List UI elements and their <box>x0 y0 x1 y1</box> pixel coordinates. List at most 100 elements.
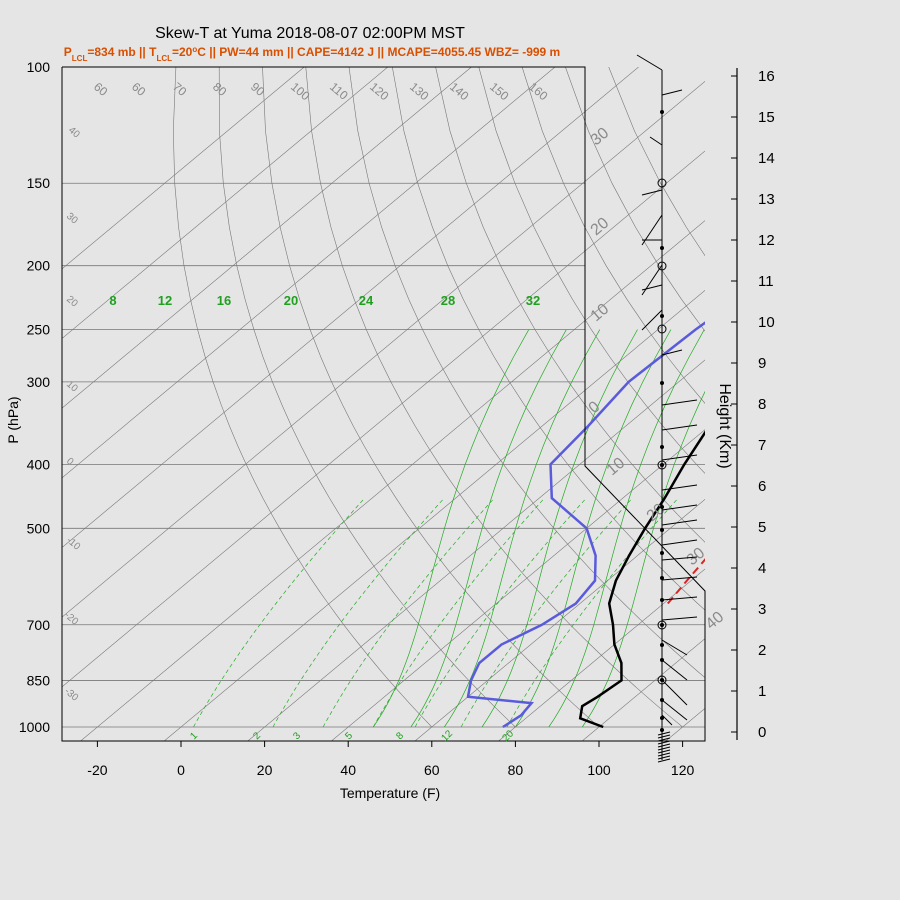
wind-barb <box>661 399 698 406</box>
surface-barb <box>657 752 671 757</box>
height-tick-label: 9 <box>758 355 766 372</box>
dry-adiabat <box>305 67 683 728</box>
wind-level-dot <box>660 381 664 385</box>
isotherm-label: 10 <box>604 455 629 480</box>
wind-barb-profile <box>636 54 698 763</box>
isotherm-label-left: 30 <box>64 211 80 227</box>
height-tick-label: 8 <box>758 396 766 413</box>
isotherm-label: 10 <box>588 301 613 326</box>
surface-barb <box>657 746 671 751</box>
isotherm-line <box>833 67 900 741</box>
mixing-ratio-line <box>193 497 365 728</box>
isotherm-line <box>62 67 472 409</box>
mixing-ratio-top-label: 32 <box>526 293 540 308</box>
wind-level-dot <box>660 314 664 318</box>
pressure-tick-label: 1000 <box>19 719 50 735</box>
dewpoint-profile <box>466 321 705 729</box>
pressure-axis: 100 150 200 250 300 400 500 700 850 1000 <box>19 59 50 735</box>
wind-level-dot <box>660 678 664 682</box>
isotherm-line <box>582 638 705 741</box>
isotherm-line <box>247 359 705 741</box>
dry-adiabat <box>172 67 433 728</box>
temperature-tick-label: 0 <box>177 762 185 778</box>
isotherm-line <box>62 67 556 479</box>
dry-adiabat <box>478 67 705 474</box>
wind-barb <box>661 659 688 681</box>
height-tick-label: 0 <box>758 724 766 741</box>
wind-level-dot <box>660 445 664 449</box>
isotherm-line <box>80 220 705 741</box>
mixing-ratio-top-label: 12 <box>158 293 172 308</box>
wind-level-dot <box>660 623 664 627</box>
mixing-ratio-line <box>272 497 445 728</box>
wind-barb <box>661 576 698 581</box>
dry-adiabat-label: 60 <box>91 80 110 100</box>
dry-adiabat <box>521 67 705 404</box>
height-tick-label: 3 <box>758 601 766 618</box>
isotherm-label: 0 <box>586 398 604 417</box>
wind-barb <box>661 454 698 461</box>
height-tick-label: 14 <box>758 150 775 167</box>
dry-adiabat <box>348 67 705 679</box>
wind-level-dot <box>660 551 664 555</box>
wind-level-dot <box>660 576 664 580</box>
isotherm-label: 20 <box>588 215 613 240</box>
wind-barb <box>661 699 688 721</box>
wind-level-marker <box>657 324 667 334</box>
wind-barb <box>661 679 688 706</box>
surface-barb <box>657 737 671 742</box>
height-tick-label: 4 <box>758 560 766 577</box>
wind-level-dot <box>660 505 664 509</box>
wind-level-dot <box>660 598 664 602</box>
dry-adiabat-label: 60 <box>129 80 148 100</box>
wind-barb <box>661 714 673 726</box>
wind-level-marker <box>657 620 667 630</box>
isotherm-line <box>414 498 705 741</box>
isotherm-label: 30 <box>588 125 613 150</box>
wind-barb <box>661 519 698 526</box>
temperature-axis: -20 0 20 40 60 80 100 120 <box>87 741 694 778</box>
temperature-tick-label: -20 <box>87 762 107 778</box>
isotherm-line <box>749 67 900 741</box>
dry-adiabat <box>262 67 600 728</box>
isotherm-label-left: -20 <box>62 610 80 628</box>
pressure-tick-label: 150 <box>27 175 51 191</box>
moist-adiabat <box>548 329 705 728</box>
dry-adiabat <box>435 67 705 543</box>
height-tick-label: 5 <box>758 519 766 536</box>
isotherm-label-left: -10 <box>64 535 82 553</box>
isotherm-label: 40 <box>703 609 728 634</box>
pressure-tick-label: 850 <box>27 672 51 688</box>
mixing-ratio-line <box>460 497 633 728</box>
height-tick-label: 11 <box>758 273 774 290</box>
wind-barb <box>649 136 663 146</box>
pressure-tick-label: 700 <box>27 617 51 633</box>
plot-grid <box>62 67 900 741</box>
mixing-ratio-labels: 8 12 16 20 24 28 321 2 3 5 8 12 20 <box>109 293 540 744</box>
surface-barb <box>657 758 671 763</box>
wind-barb <box>661 616 698 621</box>
wind-barb <box>661 596 698 601</box>
dry-adiabat-label: 110 <box>327 80 351 103</box>
height-tick-label: 15 <box>758 109 775 126</box>
wind-barb <box>641 189 663 196</box>
wind-level-marker <box>657 675 667 685</box>
temperature-tick-label: 80 <box>508 762 524 778</box>
pressure-tick-label: 100 <box>27 59 51 75</box>
temperature-tick-label: 60 <box>424 762 440 778</box>
height-tick-label: 1 <box>758 683 766 700</box>
isotherm-label-left: 40 <box>66 125 82 141</box>
mixing-ratio-bottom-label: 3 <box>291 730 303 742</box>
height-tick-label: 7 <box>758 437 766 454</box>
y-axis-label: P (hPa) <box>5 396 21 443</box>
mixing-ratio-bottom-label: 5 <box>343 730 355 742</box>
isotherm-line <box>62 67 639 548</box>
surface-barb <box>657 734 671 739</box>
wind-level-marker <box>657 460 667 470</box>
dry-adiabat-label: 150 <box>487 80 512 104</box>
surface-barb <box>657 740 671 745</box>
wind-level-dot <box>660 728 664 732</box>
moist-adiabat <box>481 329 638 728</box>
wind-barb <box>661 424 698 431</box>
parcel-profile <box>667 558 705 605</box>
